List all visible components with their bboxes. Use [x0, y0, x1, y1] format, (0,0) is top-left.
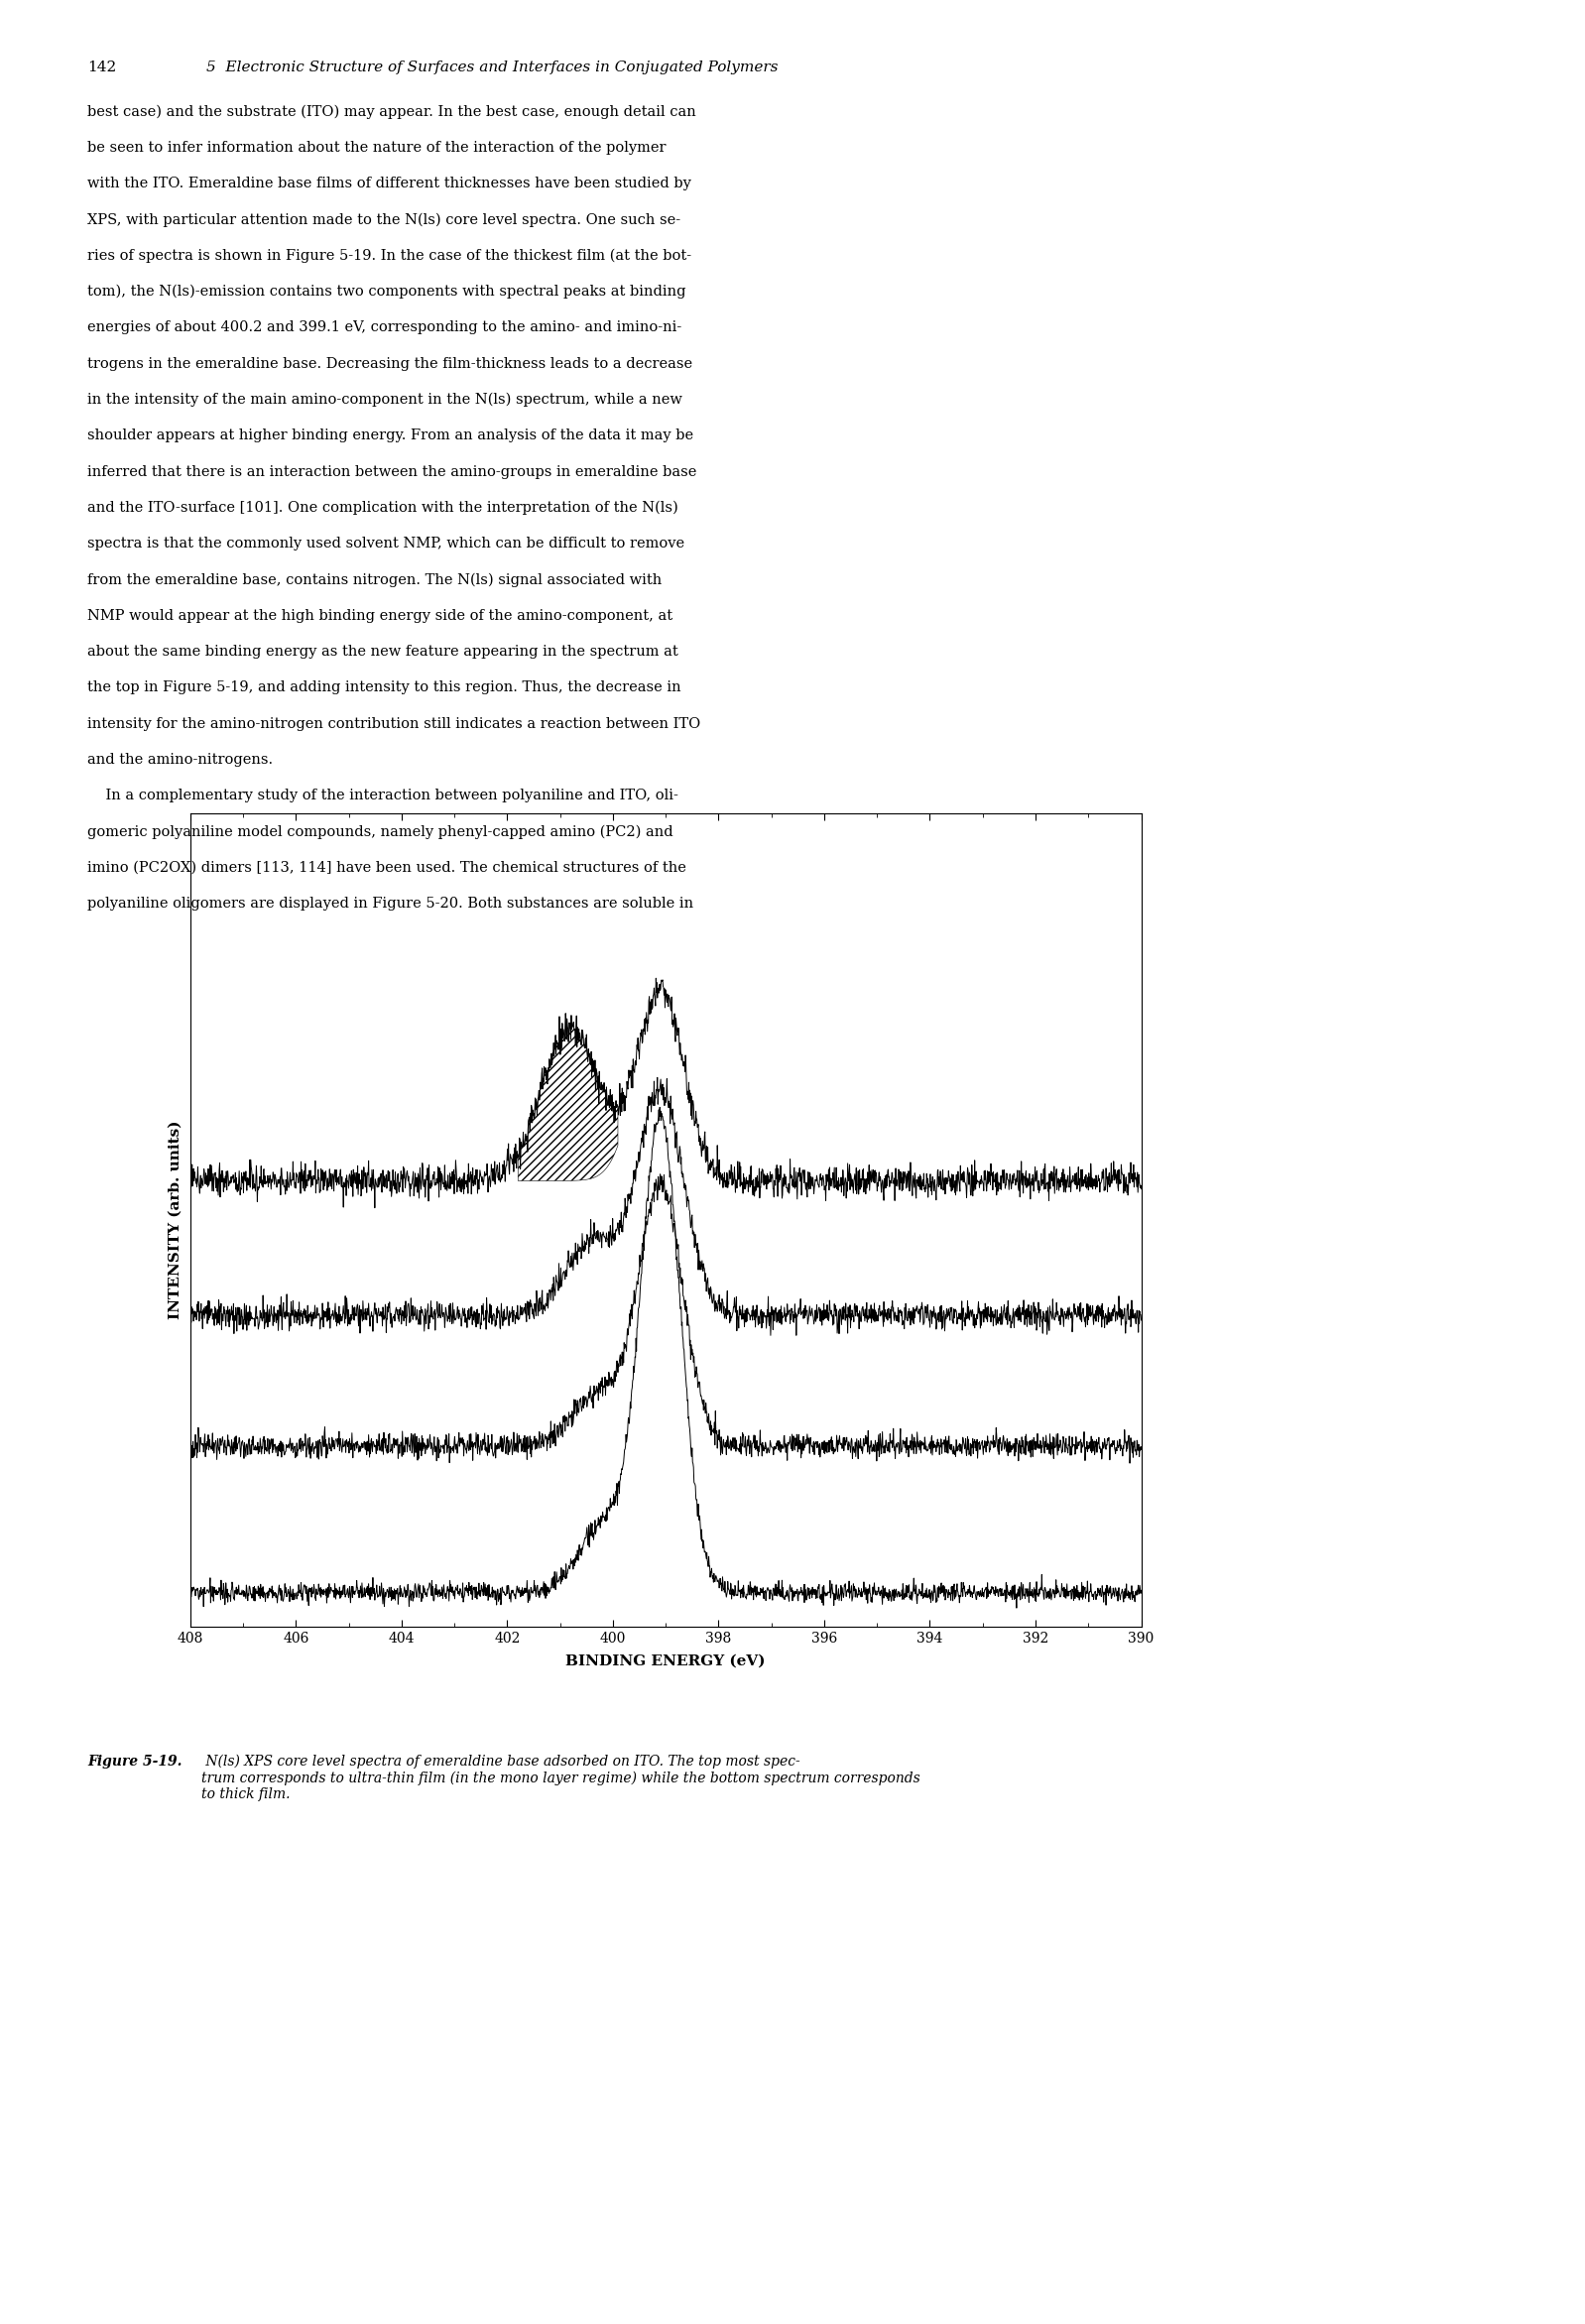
Text: Figure 5-19.: Figure 5-19.: [87, 1755, 182, 1769]
Text: energies of about 400.2 and 399.1 eV, corresponding to the amino- and imino-ni-: energies of about 400.2 and 399.1 eV, co…: [87, 321, 682, 335]
Text: N(ls) XPS core level spectra of emeraldine base adsorbed on ITO. The top most sp: N(ls) XPS core level spectra of emeraldi…: [201, 1755, 921, 1801]
X-axis label: BINDING ENERGY (eV): BINDING ENERGY (eV): [566, 1655, 766, 1669]
Text: best case) and the substrate (ITO) may appear. In the best case, enough detail c: best case) and the substrate (ITO) may a…: [87, 105, 696, 119]
Y-axis label: INTENSITY (arb. units): INTENSITY (arb. units): [168, 1120, 182, 1320]
Text: and the amino-nitrogens.: and the amino-nitrogens.: [87, 753, 273, 767]
Text: XPS, with particular attention made to the N(ls) core level spectra. One such se: XPS, with particular attention made to t…: [87, 214, 680, 228]
Text: 5  Electronic Structure of Surfaces and Interfaces in Conjugated Polymers: 5 Electronic Structure of Surfaces and I…: [206, 60, 778, 74]
Text: the top in Figure 5-19, and adding intensity to this region. Thus, the decrease : the top in Figure 5-19, and adding inten…: [87, 681, 682, 695]
Text: in the intensity of the main amino-component in the N(ls) spectrum, while a new: in the intensity of the main amino-compo…: [87, 393, 682, 407]
Text: gomeric polyaniline model compounds, namely phenyl-capped amino (PC2) and: gomeric polyaniline model compounds, nam…: [87, 825, 674, 839]
Text: and the ITO-surface [101]. One complication with the interpretation of the N(ls): and the ITO-surface [101]. One complicat…: [87, 502, 678, 516]
Text: imino (PC2OX) dimers [113, 114] have been used. The chemical structures of the: imino (PC2OX) dimers [113, 114] have bee…: [87, 862, 686, 874]
Text: with the ITO. Emeraldine base films of different thicknesses have been studied b: with the ITO. Emeraldine base films of d…: [87, 177, 691, 191]
Text: In a complementary study of the interaction between polyaniline and ITO, oli-: In a complementary study of the interact…: [87, 788, 678, 802]
Text: from the emeraldine base, contains nitrogen. The N(ls) signal associated with: from the emeraldine base, contains nitro…: [87, 574, 661, 588]
Text: polyaniline oligomers are displayed in Figure 5-20. Both substances are soluble : polyaniline oligomers are displayed in F…: [87, 897, 693, 911]
Text: shoulder appears at higher binding energy. From an analysis of the data it may b: shoulder appears at higher binding energ…: [87, 430, 693, 442]
Text: be seen to infer information about the nature of the interaction of the polymer: be seen to infer information about the n…: [87, 139, 666, 153]
Text: NMP would appear at the high binding energy side of the amino-component, at: NMP would appear at the high binding ene…: [87, 609, 672, 623]
Text: intensity for the amino-nitrogen contribution still indicates a reaction between: intensity for the amino-nitrogen contrib…: [87, 716, 701, 730]
Text: inferred that there is an interaction between the amino-groups in emeraldine bas: inferred that there is an interaction be…: [87, 465, 696, 479]
Text: 142: 142: [87, 60, 116, 74]
Text: tom), the N(ls)-emission contains two components with spectral peaks at binding: tom), the N(ls)-emission contains two co…: [87, 284, 686, 300]
Text: about the same binding energy as the new feature appearing in the spectrum at: about the same binding energy as the new…: [87, 644, 678, 658]
Text: spectra is that the commonly used solvent NMP, which can be difficult to remove: spectra is that the commonly used solven…: [87, 537, 685, 551]
Text: trogens in the emeraldine base. Decreasing the film-thickness leads to a decreas: trogens in the emeraldine base. Decreasi…: [87, 358, 693, 370]
Text: ries of spectra is shown in Figure 5-19. In the case of the thickest film (at th: ries of spectra is shown in Figure 5-19.…: [87, 249, 691, 263]
